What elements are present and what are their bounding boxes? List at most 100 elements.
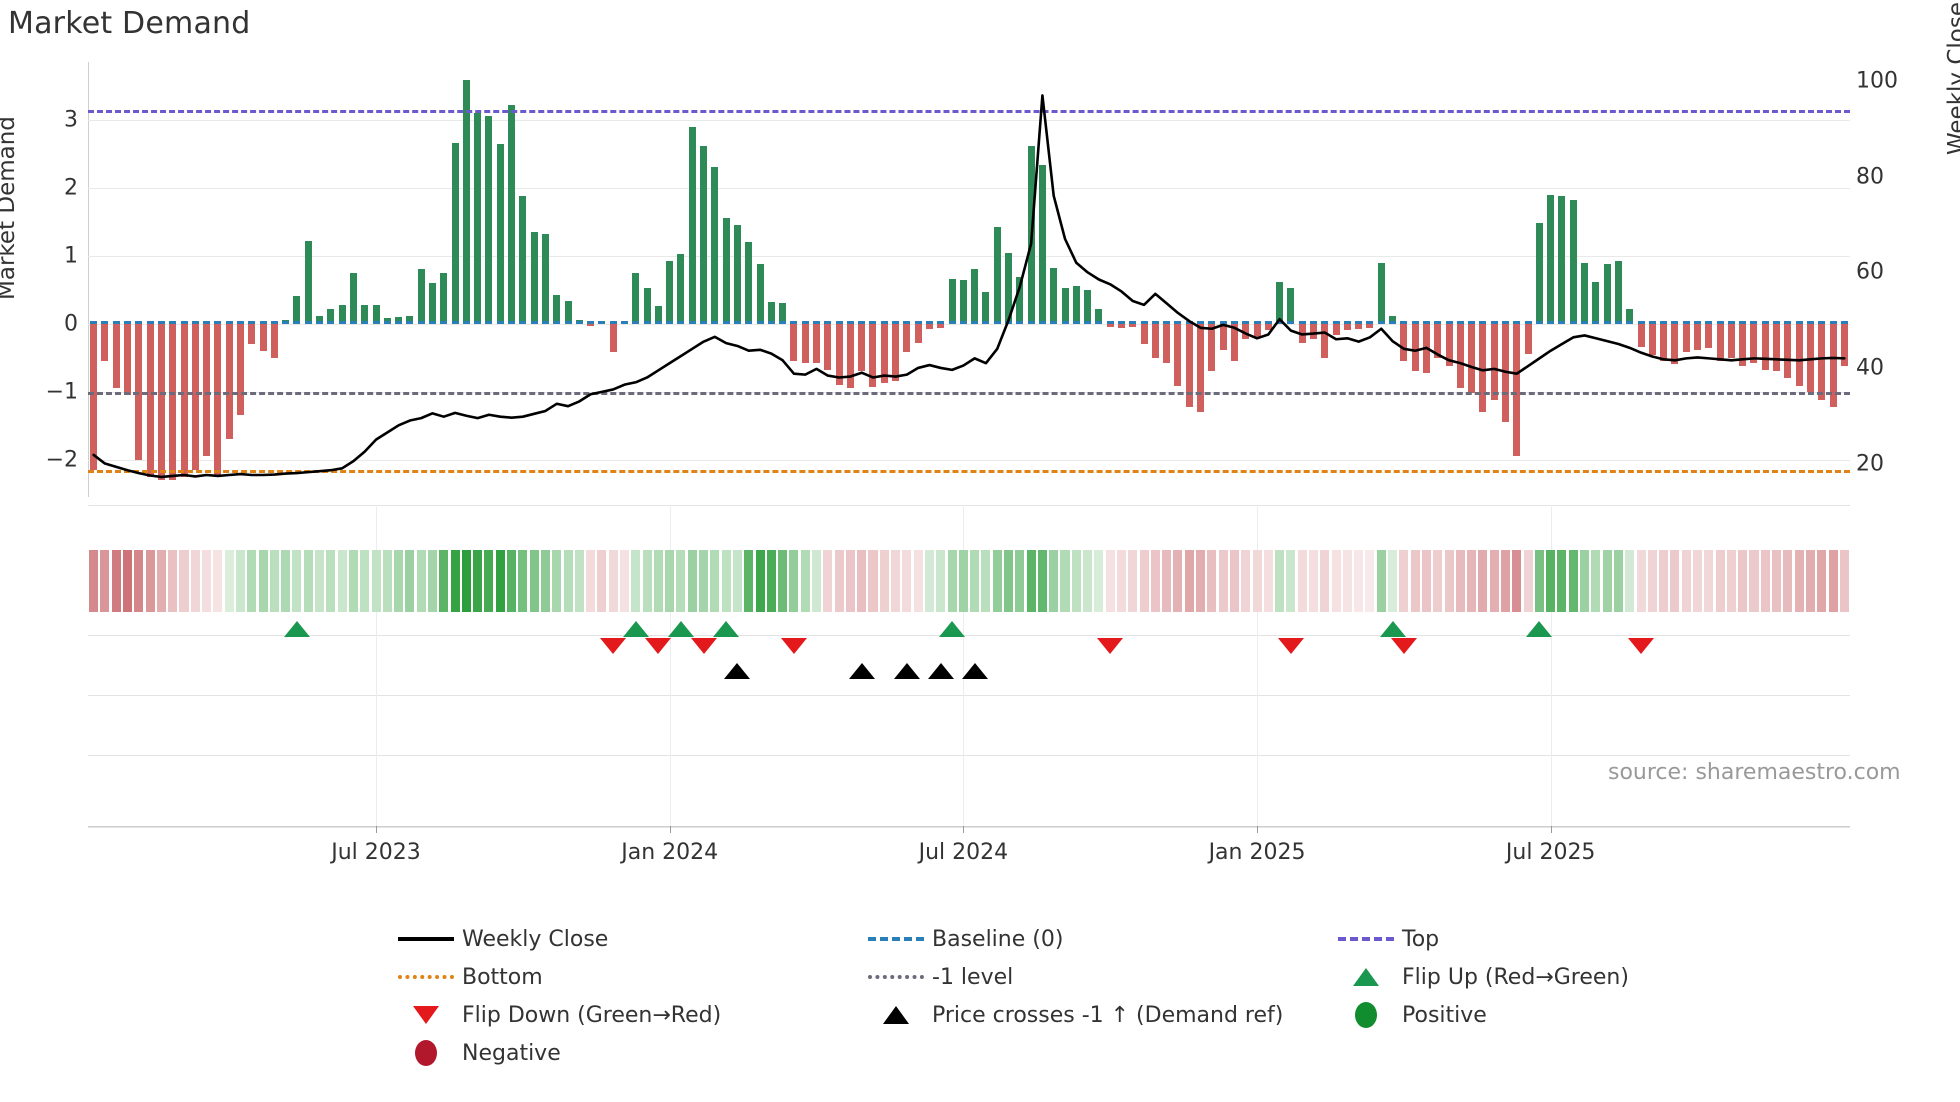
baseline-tick [157,320,165,324]
y-axis-left: 3 2 1 0 −1 −2 [0,62,78,497]
baseline-tick [587,320,595,324]
demand-bar [564,300,572,324]
price-cross-marker [848,663,875,679]
baseline-tick [1309,320,1317,324]
baseline-tick [1332,320,1340,324]
baseline-tick [858,320,866,324]
baseline-tick [395,320,403,324]
heatmap-cell [495,550,505,612]
legend-item[interactable]: Weekly Close [390,920,860,958]
legend-item[interactable]: Top [1330,920,1720,958]
y-tick-label-right: 80 [1856,164,1884,190]
baseline-tick [485,320,493,324]
baseline-tick [688,320,696,324]
heatmap-cell [608,550,618,612]
legend-item[interactable]: Flip Down (Green→Red) [390,996,860,1034]
y-tick-label-right: 60 [1856,259,1884,285]
heatmap-cell [540,550,550,612]
demand-bar [677,254,685,324]
x-tick-label: Jan 2024 [621,840,719,865]
lower-vertical-gridline [669,505,671,827]
legend-item[interactable]: Positive [1330,996,1720,1034]
demand-bar [270,323,278,358]
demand-bar [654,306,662,324]
baseline-tick [1569,320,1577,324]
heatmap-cell [145,550,155,612]
legend-item[interactable]: Price crosses -1 ↑ (Demand ref) [860,996,1330,1034]
heatmap-cell [1139,550,1149,612]
lower-gridline [88,505,1850,506]
demand-bar [1242,323,1250,339]
heatmap-cell [1252,550,1262,612]
heatmap-cell [902,550,912,612]
demand-bar [1626,308,1634,324]
baseline-tick [1840,320,1848,324]
heatmap-cell [529,550,539,612]
baseline-tick [135,320,143,324]
baseline-tick [180,320,188,324]
baseline-tick [1106,320,1114,324]
legend-item[interactable]: Negative [390,1034,860,1072]
weekly-close-line [92,94,1846,479]
demand-bar [1129,323,1137,328]
demand-bar [903,323,911,353]
gridline [88,459,1850,461]
gridline [88,119,1850,121]
heatmap-cell [1568,550,1578,612]
demand-bar [1016,277,1024,324]
heatmap-cell [1275,550,1285,612]
baseline-tick [767,320,775,324]
demand-bar [813,323,821,364]
demand-bar [304,240,312,324]
heatmap-cell [868,550,878,612]
baseline-tick [1445,320,1453,324]
legend-item[interactable]: Baseline (0) [860,920,1330,958]
heatmap-cell [292,550,302,612]
baseline-tick [146,320,154,324]
demand-bar [1547,194,1555,324]
baseline-tick [304,320,312,324]
x-tick [376,826,378,833]
heatmap-cell [202,550,212,612]
heatmap-cell [1749,550,1759,612]
baseline-tick [880,320,888,324]
heatmap-cell [337,550,347,612]
legend-item[interactable]: -1 level [860,958,1330,996]
baseline-tick [553,320,561,324]
baseline-tick [248,320,256,324]
demand-bar [519,195,527,324]
baseline-tick [451,320,459,324]
demand-bar [1377,262,1385,324]
heatmap-cell [913,550,923,612]
baseline-tick [1648,320,1656,324]
legend-item[interactable]: Bottom [390,958,860,996]
demand-bar [1773,323,1781,372]
baseline-tick [1219,320,1227,324]
demand-bar [835,323,843,385]
demand-bar [146,323,154,477]
demand-bar [1197,323,1205,413]
price-cross-marker [893,663,920,679]
baseline-tick [259,320,267,324]
heatmap-cell [631,550,641,612]
demand-bar [1614,261,1622,324]
heatmap-cell [1150,550,1160,612]
plot-left-spine [88,62,89,497]
flip-down-marker [690,638,717,654]
heatmap-cell [981,550,991,612]
baseline-tick [1468,320,1476,324]
baseline-tick [1151,320,1159,324]
baseline-tick [1230,320,1238,324]
heatmap-cell [676,550,686,612]
legend-item[interactable]: Flip Up (Red→Green) [1330,958,1720,996]
demand-bar [248,323,256,345]
heatmap-cell [958,550,968,612]
baseline-tick [1614,320,1622,324]
flip-down-marker [645,638,672,654]
heatmap-cell [1805,550,1815,612]
baseline-tick [1355,320,1363,324]
flip-up-marker [667,621,694,637]
baseline-tick [801,320,809,324]
demand-bar [1829,323,1837,407]
